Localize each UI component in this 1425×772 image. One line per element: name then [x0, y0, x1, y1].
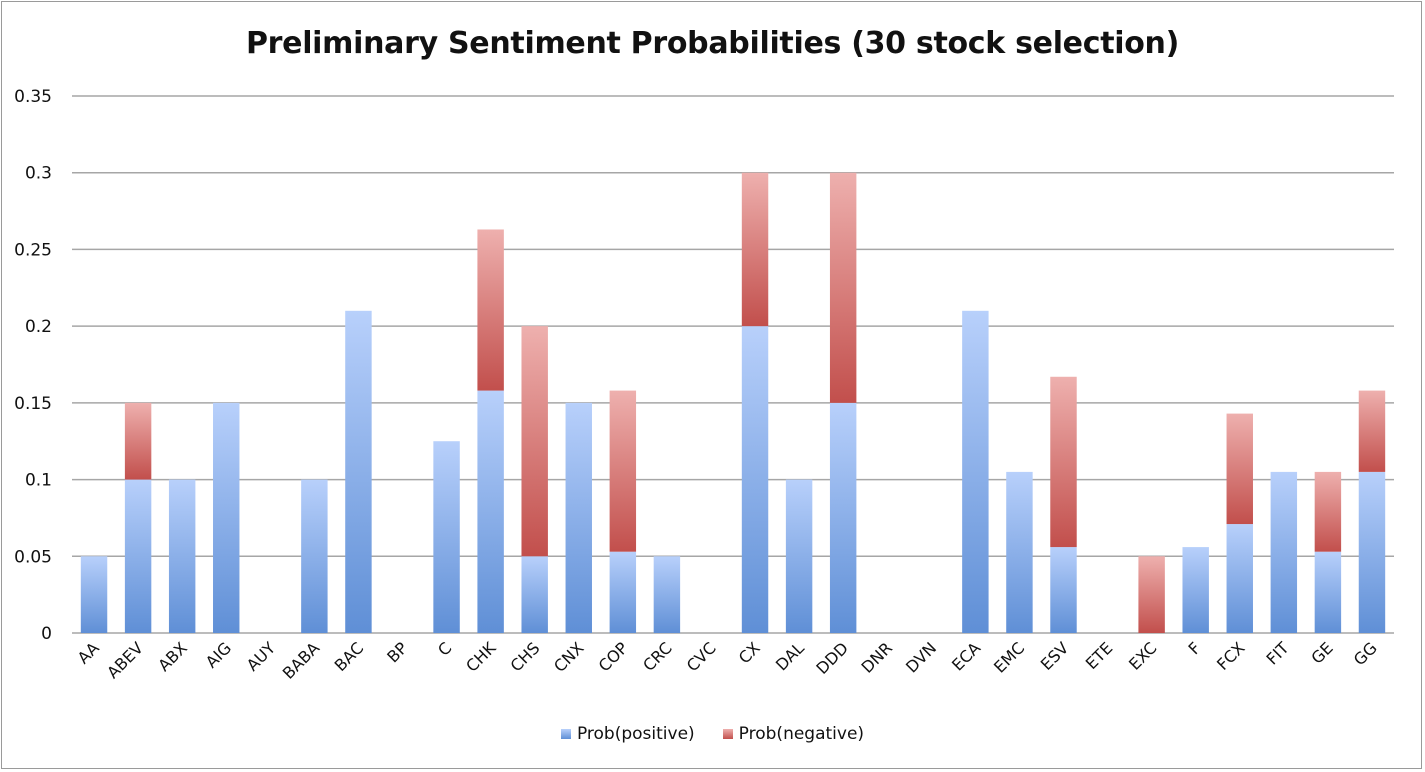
y-tick-label: 0.05 — [14, 547, 52, 567]
x-tick-label: ABX — [154, 638, 191, 675]
y-tick-label: 0.2 — [25, 317, 52, 337]
x-tick-label: DDD — [812, 638, 852, 678]
bar-positive — [653, 556, 681, 633]
y-tick-label: 0.3 — [25, 164, 52, 184]
x-tick-label: GE — [1307, 638, 1336, 667]
bar-negative — [477, 229, 504, 391]
x-tick-label: EXC — [1125, 638, 1160, 673]
chart-legend: Prob(positive) Prob(negative) — [0, 724, 1425, 744]
x-tick-label: FIT — [1262, 638, 1292, 668]
chart-title: Preliminary Sentiment Probabilities (30 … — [245, 26, 1180, 61]
x-tick-label: AA — [74, 638, 103, 667]
x-tick-label: C — [434, 638, 455, 659]
bar-negative — [1358, 390, 1386, 472]
y-tick-label: 0.25 — [14, 240, 52, 260]
legend-swatch-negative — [722, 729, 733, 739]
legend-item-positive: Prob(positive) — [560, 724, 695, 744]
bar-negative — [1050, 376, 1077, 548]
bar-positive — [345, 310, 372, 633]
bar-positive — [1006, 471, 1033, 633]
y-tick-label: 0 — [41, 624, 52, 644]
x-tick-label: ESV — [1037, 638, 1073, 674]
y-tick-label: 0.15 — [14, 394, 52, 414]
x-tick-label: ETE — [1082, 638, 1117, 673]
bar-positive — [962, 310, 989, 633]
bar-positive — [80, 556, 108, 633]
x-tick-label: BABA — [279, 638, 323, 682]
bar-positive — [477, 390, 504, 633]
bar-positive — [565, 402, 592, 633]
x-tick-label: DNR — [858, 638, 896, 676]
bar-positive — [124, 479, 152, 633]
bar-negative — [741, 172, 769, 327]
y-tick-label: 0.35 — [14, 87, 52, 107]
bar-positive — [829, 402, 857, 633]
x-tick-label: GG — [1350, 638, 1381, 669]
x-tick-label: AUY — [243, 638, 280, 675]
x-tick-label: CNX — [550, 638, 588, 676]
x-tick-label: AIG — [202, 638, 235, 671]
x-tick-label: DAL — [772, 638, 808, 674]
bar-negative — [1138, 556, 1165, 633]
bar-positive — [785, 479, 813, 633]
bar-negative — [124, 402, 152, 480]
bar-positive — [213, 402, 240, 633]
x-tick-label: CVC — [683, 638, 720, 675]
x-tick-label: CHS — [507, 638, 544, 675]
y-tick-label: 0.1 — [25, 471, 52, 491]
legend-label-positive: Prob(positive) — [576, 724, 695, 744]
bar-negative — [829, 172, 857, 403]
bar-positive — [433, 441, 460, 633]
x-tick-label: CHK — [462, 638, 500, 676]
legend-swatch-positive — [560, 729, 571, 739]
bar-negative — [609, 390, 637, 552]
bar-positive — [1314, 551, 1342, 633]
bar-negative — [521, 326, 548, 557]
x-tick-label: ABEV — [103, 638, 147, 682]
bar-negative — [1226, 413, 1253, 525]
x-tick-label: BP — [383, 638, 411, 666]
legend-label-negative: Prob(negative) — [738, 724, 865, 744]
legend-item-negative: Prob(negative) — [722, 724, 865, 744]
bar-positive — [741, 326, 769, 633]
x-tick-label: COP — [595, 638, 632, 675]
x-tick-label: FCX — [1213, 638, 1249, 674]
bar-positive — [168, 479, 196, 633]
bar-positive — [609, 551, 637, 633]
bar-positive — [521, 556, 548, 633]
x-tick-label: F — [1185, 638, 1205, 658]
bar-negative — [1314, 471, 1342, 552]
bar-positive — [301, 479, 328, 633]
x-tick-label: DVN — [902, 638, 940, 676]
bar-positive — [1358, 471, 1386, 633]
bar-positive — [1182, 547, 1209, 633]
x-tick-label: EMC — [990, 638, 1028, 676]
x-tick-label: ECA — [948, 638, 984, 674]
bar-positive — [1270, 471, 1298, 633]
x-tick-label: BAC — [331, 638, 368, 675]
x-tick-label: CRC — [639, 638, 676, 675]
x-tick-label: CX — [735, 638, 764, 667]
bar-positive — [1226, 524, 1253, 633]
bar-positive — [1050, 547, 1077, 633]
